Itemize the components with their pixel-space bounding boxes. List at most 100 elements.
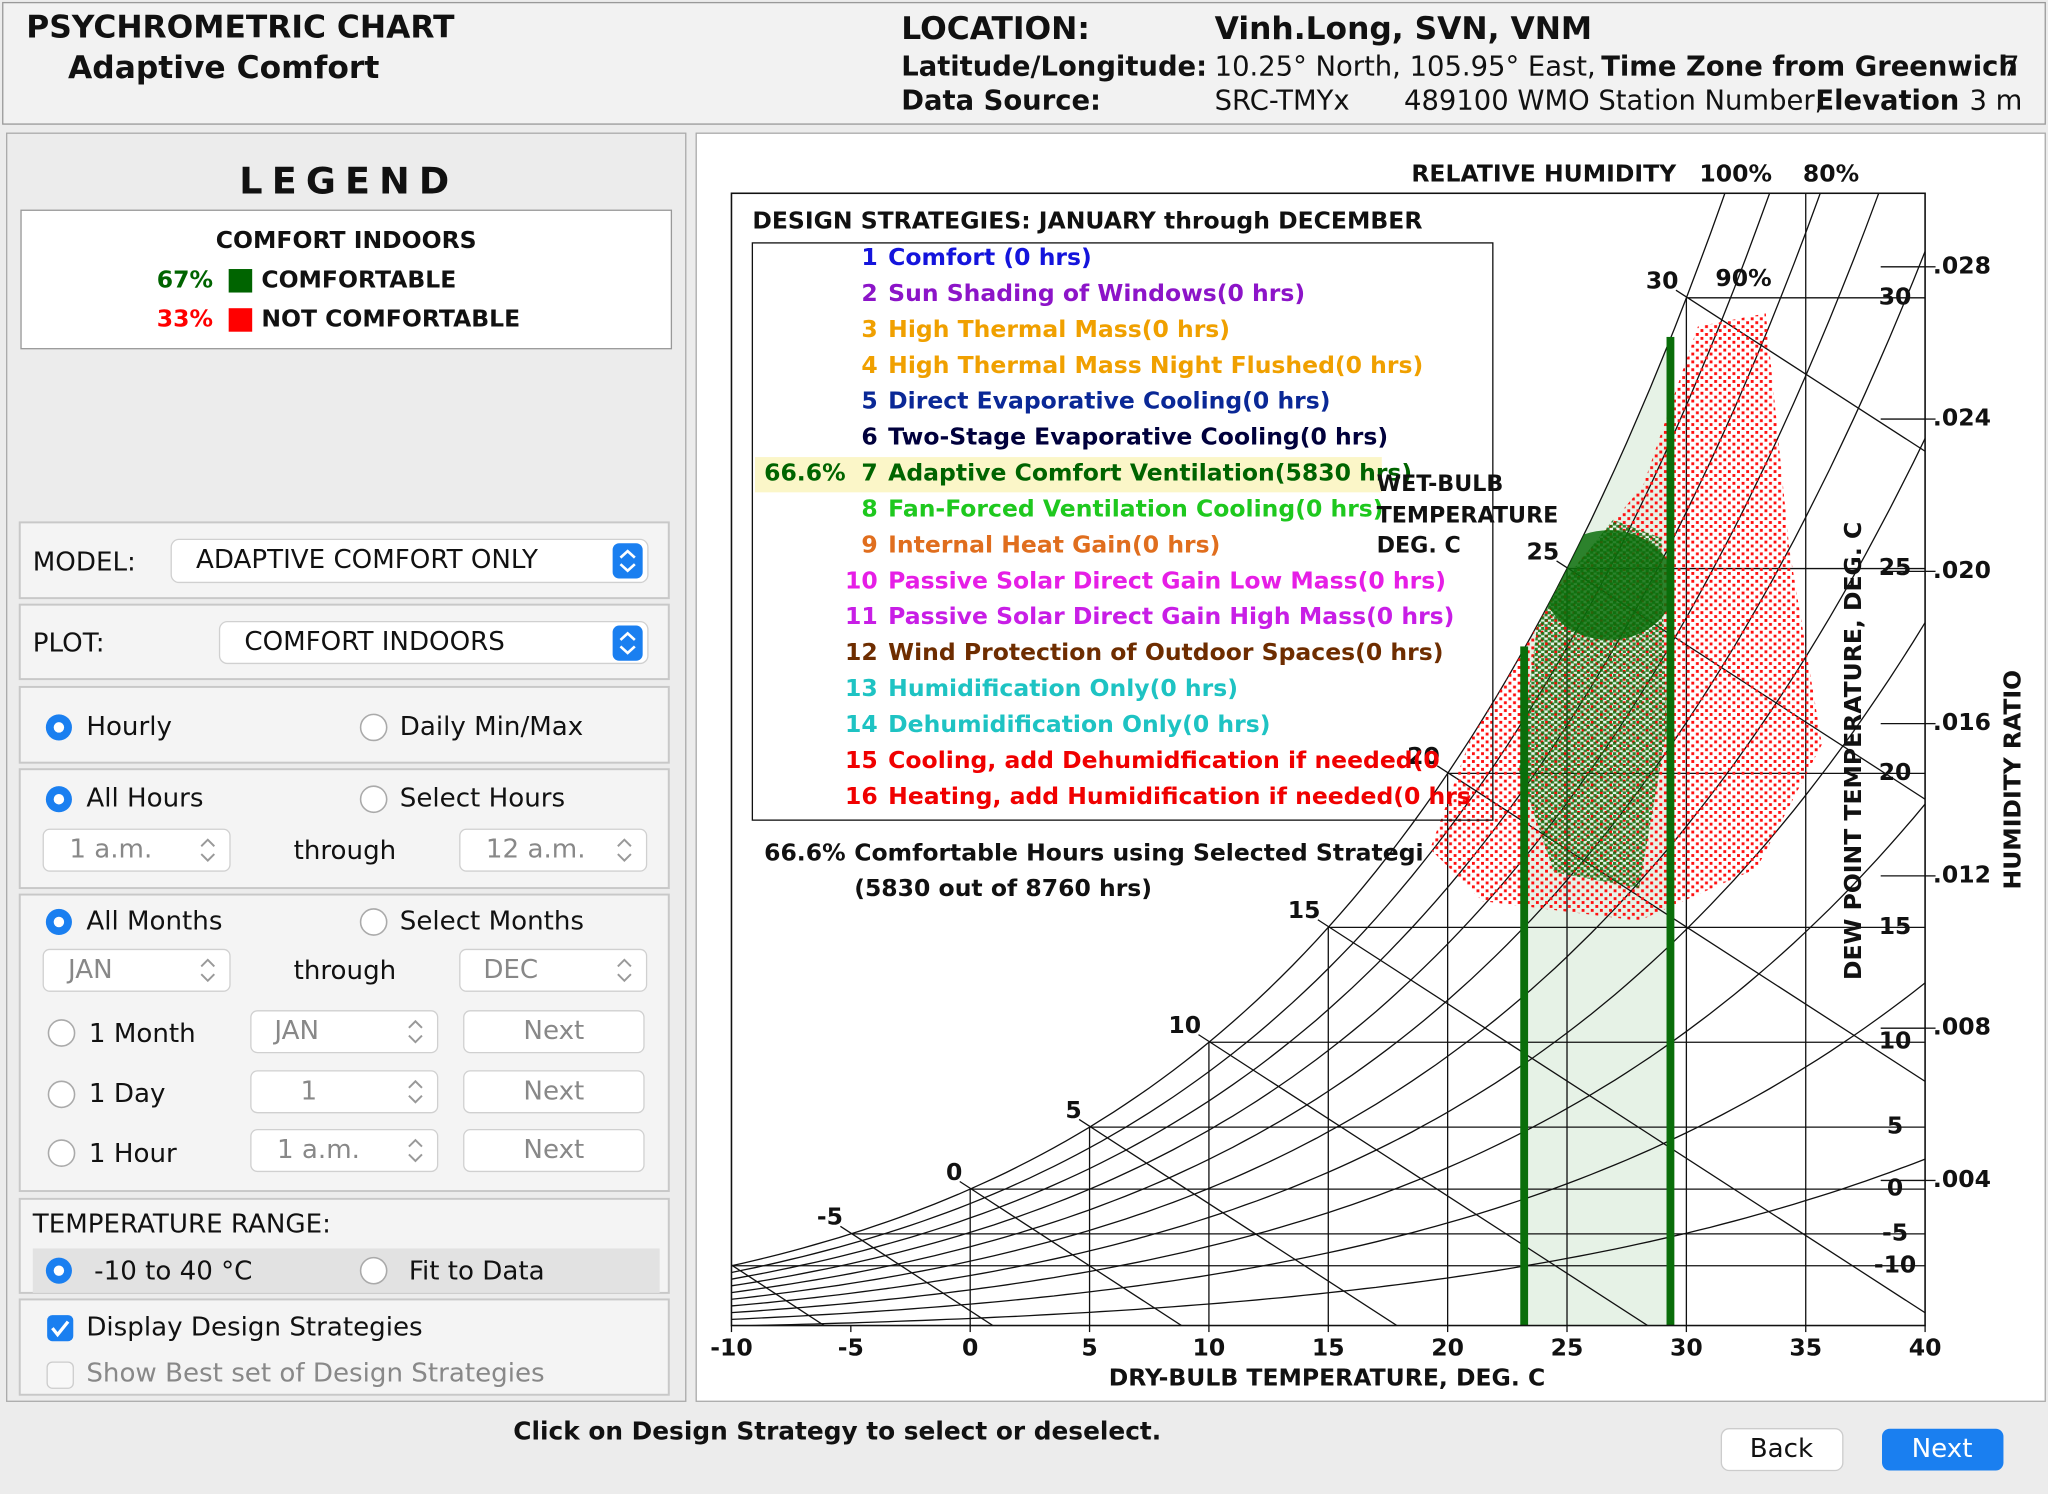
strategy-label[interactable]: Humidification Only(0 hrs) bbox=[888, 674, 1238, 702]
y-tick-label: .020 bbox=[1933, 556, 1991, 584]
range-label: TEMPERATURE RANGE: bbox=[32, 1209, 331, 1239]
wet-bulb-tick-label: 5 bbox=[1065, 1096, 1081, 1124]
y-tick-label: .004 bbox=[1933, 1165, 1991, 1193]
strategy-label[interactable]: High Thermal Mass(0 hrs) bbox=[888, 315, 1230, 343]
dropdown-stepper[interactable] bbox=[612, 625, 643, 661]
radio-button[interactable] bbox=[359, 785, 388, 814]
x-tick-label: 25 bbox=[1551, 1334, 1584, 1362]
wet-bulb-tick-label: 10 bbox=[1168, 1011, 1201, 1039]
strategy-number[interactable]: 13 bbox=[845, 674, 878, 702]
comfort-boundary bbox=[1666, 336, 1675, 1326]
strategy-number[interactable]: 7 bbox=[861, 459, 877, 487]
spinner[interactable] bbox=[459, 948, 648, 992]
strategy-label[interactable]: Adaptive Comfort Ventilation(5830 hrs) bbox=[888, 459, 1412, 487]
source-label: Data Source: bbox=[901, 85, 1101, 116]
strategy-label[interactable]: Dehumidification Only(0 hrs) bbox=[888, 710, 1270, 738]
source: SRC-TMYx bbox=[1215, 85, 1350, 116]
spinner[interactable] bbox=[250, 1070, 439, 1114]
checkbox[interactable] bbox=[46, 1361, 74, 1389]
strategy-number[interactable]: 16 bbox=[845, 782, 878, 810]
next-step-button[interactable] bbox=[463, 1128, 645, 1173]
radio-button[interactable] bbox=[47, 1080, 76, 1109]
location: Vinh.Long, SVN, VNM bbox=[1215, 11, 1592, 47]
strategy-number[interactable]: 9 bbox=[861, 530, 877, 558]
spinner[interactable] bbox=[42, 948, 231, 992]
spinner[interactable] bbox=[250, 1010, 439, 1054]
next-button[interactable] bbox=[1882, 1428, 2004, 1471]
strategy-label[interactable]: Passive Solar Direct Gain High Mass(0 hr… bbox=[888, 602, 1454, 630]
spinner-arrows bbox=[617, 838, 632, 863]
strategy-number[interactable]: 8 bbox=[861, 494, 877, 522]
back-button[interactable] bbox=[1720, 1428, 1844, 1472]
comfortable-hours-core bbox=[1543, 530, 1675, 640]
strategy-number[interactable]: 4 bbox=[861, 351, 877, 379]
spinner-value: 1 a.m. bbox=[69, 835, 152, 865]
radio-button[interactable] bbox=[47, 1019, 76, 1047]
radio-button[interactable] bbox=[359, 908, 388, 936]
radio-button[interactable] bbox=[359, 713, 388, 742]
strategy-label[interactable]: Comfort (0 hrs) bbox=[888, 243, 1092, 271]
legend-items: 67% COMFORTABLE 33% NOT COMFORTABLE bbox=[157, 265, 520, 332]
spinner[interactable] bbox=[250, 1128, 439, 1173]
spinner[interactable] bbox=[459, 828, 648, 872]
strategy-number[interactable]: 2 bbox=[861, 279, 877, 307]
through-label: through bbox=[294, 836, 397, 866]
radio-label: All Hours bbox=[86, 784, 203, 814]
plot-dropdown[interactable] bbox=[218, 620, 649, 665]
strategy-title: DESIGN STRATEGIES: JANUARY through DECEM… bbox=[752, 207, 1422, 235]
strategy-label[interactable]: Heating, add Humidification if needed(0 … bbox=[888, 782, 1471, 810]
wet-bulb-tick-label: -5 bbox=[817, 1203, 843, 1231]
strategy-number[interactable]: 15 bbox=[845, 746, 878, 774]
strategy-label[interactable]: High Thermal Mass Night Flushed(0 hrs) bbox=[888, 351, 1423, 379]
spinner-arrows bbox=[408, 1019, 423, 1044]
strategy-number[interactable]: 3 bbox=[861, 315, 877, 343]
strategy-label[interactable]: Internal Heat Gain(0 hrs) bbox=[888, 530, 1220, 558]
spinner-arrows bbox=[408, 1138, 423, 1163]
next-step-button[interactable] bbox=[463, 1010, 645, 1054]
spinner-arrows bbox=[617, 958, 632, 983]
app-title: PSYCHROMETRIC CHART bbox=[26, 10, 455, 46]
radio-label: Hourly bbox=[86, 712, 172, 742]
strategy-number[interactable]: 12 bbox=[845, 638, 878, 666]
radio-button[interactable] bbox=[359, 1256, 388, 1285]
spinner-value: 1 bbox=[301, 1076, 318, 1106]
strategy-number[interactable]: 1 bbox=[861, 243, 877, 271]
latlon: 10.25° North, 105.95° East, bbox=[1215, 51, 1596, 82]
y-tick-label: .024 bbox=[1933, 404, 1991, 432]
spinner[interactable] bbox=[42, 828, 231, 872]
strategy-label[interactable]: Sun Shading of Windows(0 hrs) bbox=[888, 279, 1305, 307]
dew-axis-label: DEW POINT TEMPERATURE, DEG. C bbox=[1839, 522, 1867, 980]
checkbox-label: Display Design Strategies bbox=[86, 1313, 422, 1343]
strategy-number[interactable]: 5 bbox=[861, 387, 877, 415]
strategy-label[interactable]: Passive Solar Direct Gain Low Mass(0 hrs… bbox=[888, 566, 1446, 594]
strategy-number[interactable]: 11 bbox=[845, 602, 878, 630]
legend-pct: 33% bbox=[157, 304, 213, 332]
rh-label: 80% bbox=[1803, 159, 1859, 187]
strategy-label[interactable]: Two-Stage Evaporative Cooling(0 hrs) bbox=[888, 423, 1388, 451]
strategy-number[interactable]: 10 bbox=[845, 566, 878, 594]
radio-dot bbox=[53, 722, 65, 733]
wet-bulb-line bbox=[731, 1264, 826, 1326]
wet-bulb-line bbox=[1078, 1118, 1399, 1326]
strategy-label[interactable]: Wind Protection of Outdoor Spaces(0 hrs) bbox=[888, 638, 1443, 666]
checkbox-label: Show Best set of Design Strategies bbox=[86, 1358, 544, 1388]
strategy-number[interactable]: 6 bbox=[861, 423, 877, 451]
strategy-number[interactable]: 14 bbox=[845, 710, 878, 738]
dew-tick-label: -5 bbox=[1882, 1218, 1908, 1246]
strategy-label[interactable]: Direct Evaporative Cooling(0 hrs) bbox=[888, 387, 1330, 415]
strategy-label[interactable]: Fan-Forced Ventilation Cooling(0 hrs) bbox=[888, 494, 1383, 522]
radio-label: -10 to 40 °C bbox=[94, 1256, 252, 1286]
radio-button[interactable] bbox=[47, 1139, 76, 1167]
back-label: Back bbox=[1750, 1434, 1814, 1464]
wet-bulb-tick-label: 15 bbox=[1288, 896, 1321, 924]
x-tick-label: 30 bbox=[1670, 1334, 1703, 1362]
strategy-label[interactable]: Cooling, add Dehumidfication if needed(0 bbox=[888, 746, 1440, 774]
checkbox[interactable] bbox=[47, 1315, 74, 1342]
plot-label: PLOT: bbox=[33, 628, 105, 658]
y-tick-label: .028 bbox=[1933, 251, 1991, 279]
dropdown-stepper[interactable] bbox=[612, 543, 643, 579]
x-tick-label: 20 bbox=[1431, 1334, 1464, 1362]
next-step-button[interactable] bbox=[463, 1070, 645, 1114]
radio-label: Daily Min/Max bbox=[400, 712, 583, 742]
model-dropdown[interactable] bbox=[170, 538, 649, 584]
